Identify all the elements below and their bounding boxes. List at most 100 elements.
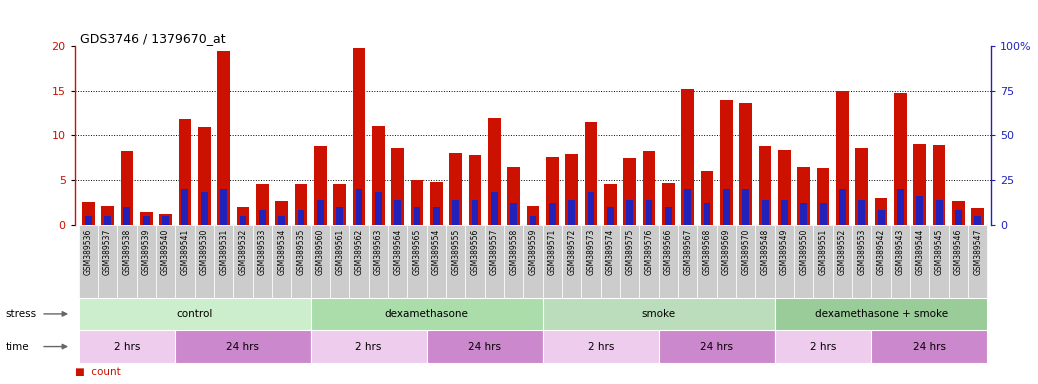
Text: GSM389549: GSM389549	[780, 228, 789, 275]
Bar	[872, 330, 987, 363]
Bar	[543, 225, 562, 298]
Bar	[722, 189, 730, 225]
Text: 2 hrs: 2 hrs	[114, 341, 140, 352]
Bar	[949, 225, 968, 298]
Bar	[739, 103, 752, 225]
Bar	[704, 203, 710, 225]
Text: GSM389553: GSM389553	[857, 228, 867, 275]
Bar	[972, 208, 984, 225]
Bar	[624, 158, 636, 225]
Bar	[917, 196, 923, 225]
Text: dexamethasone + smoke: dexamethasone + smoke	[815, 309, 948, 319]
Bar	[175, 330, 310, 363]
Bar	[742, 189, 749, 225]
Bar	[665, 207, 672, 225]
Text: GSM389538: GSM389538	[122, 228, 132, 275]
Text: GSM389531: GSM389531	[219, 228, 228, 275]
Bar	[98, 225, 117, 298]
Text: GSM389543: GSM389543	[896, 228, 905, 275]
Bar	[391, 148, 404, 225]
Bar	[584, 122, 597, 225]
Bar	[449, 153, 462, 225]
Bar	[237, 207, 249, 225]
Text: GSM389540: GSM389540	[161, 228, 170, 275]
Bar	[626, 200, 633, 225]
Bar	[310, 330, 427, 363]
Text: ■  count: ■ count	[75, 367, 120, 377]
Bar	[504, 225, 523, 298]
Text: 24 hrs: 24 hrs	[701, 341, 733, 352]
Bar	[120, 151, 133, 225]
Text: GSM389562: GSM389562	[355, 228, 363, 275]
Text: 2 hrs: 2 hrs	[355, 341, 382, 352]
Bar	[485, 225, 504, 298]
Bar	[258, 210, 266, 225]
Bar	[877, 210, 884, 225]
Text: control: control	[176, 309, 213, 319]
Bar	[897, 189, 904, 225]
Bar	[837, 91, 849, 225]
Bar	[568, 200, 575, 225]
Text: GSM389536: GSM389536	[84, 228, 92, 275]
Text: GSM389537: GSM389537	[103, 228, 112, 275]
Bar	[684, 189, 691, 225]
Bar	[529, 216, 537, 225]
Text: GSM389566: GSM389566	[664, 228, 673, 275]
Text: GSM389554: GSM389554	[432, 228, 441, 275]
Text: GSM389550: GSM389550	[799, 228, 809, 275]
Text: stress: stress	[5, 309, 36, 319]
Bar	[278, 216, 285, 225]
Bar	[604, 184, 617, 225]
Bar	[875, 198, 887, 225]
Text: 2 hrs: 2 hrs	[588, 341, 613, 352]
Text: GSM389557: GSM389557	[490, 228, 499, 275]
Bar	[832, 225, 852, 298]
Bar	[662, 183, 675, 225]
Bar	[891, 225, 910, 298]
Bar	[336, 207, 344, 225]
Bar	[913, 144, 926, 225]
Bar	[372, 126, 385, 225]
Bar	[252, 225, 272, 298]
Bar	[156, 225, 175, 298]
Text: GSM389548: GSM389548	[761, 228, 769, 275]
Bar	[855, 148, 868, 225]
Bar	[543, 298, 774, 330]
Text: GSM389570: GSM389570	[741, 228, 750, 275]
Bar	[295, 184, 307, 225]
Bar	[411, 180, 424, 225]
Text: GSM389556: GSM389556	[470, 228, 480, 275]
Bar	[317, 200, 324, 225]
Text: GSM389561: GSM389561	[335, 228, 345, 275]
Bar	[549, 203, 555, 225]
Bar	[140, 212, 153, 225]
Bar	[872, 225, 891, 298]
Bar	[781, 200, 788, 225]
Bar	[659, 330, 774, 363]
Bar	[643, 151, 655, 225]
Bar	[762, 200, 768, 225]
Bar	[894, 93, 906, 225]
Bar	[162, 216, 169, 225]
Bar	[427, 330, 543, 363]
Bar	[394, 200, 401, 225]
Bar	[778, 150, 791, 225]
Bar	[330, 225, 350, 298]
Text: smoke: smoke	[641, 309, 676, 319]
Bar	[143, 216, 149, 225]
Bar	[968, 225, 987, 298]
Text: GSM389542: GSM389542	[876, 228, 885, 275]
Bar	[955, 210, 962, 225]
Bar	[179, 119, 191, 225]
Bar	[102, 206, 114, 225]
Bar	[488, 118, 500, 225]
Bar	[353, 48, 365, 225]
Text: GSM389571: GSM389571	[548, 228, 556, 275]
Text: GSM389539: GSM389539	[142, 228, 151, 275]
Text: GSM389563: GSM389563	[374, 228, 383, 275]
Bar	[160, 214, 172, 225]
Bar	[646, 200, 653, 225]
Bar	[774, 298, 987, 330]
Bar	[508, 167, 520, 225]
Text: 24 hrs: 24 hrs	[226, 341, 260, 352]
